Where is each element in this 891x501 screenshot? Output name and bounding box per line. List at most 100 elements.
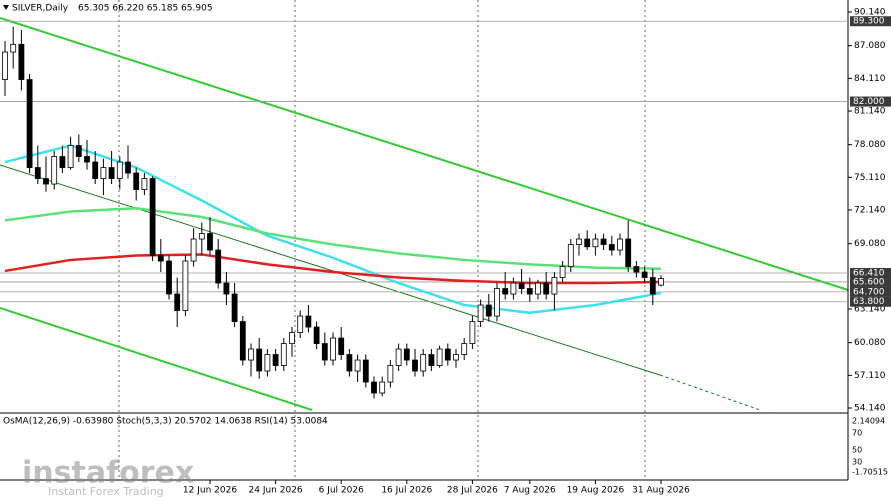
y-tick-label: 69.080: [854, 239, 886, 249]
level-label: 82.000: [853, 97, 885, 107]
ohlc-label: 65.305 66.220 65.185 65.905: [78, 4, 213, 14]
candle-body: [51, 156, 58, 185]
candle-body: [239, 321, 246, 361]
candle-body: [207, 233, 213, 251]
candle-body: [403, 348, 410, 361]
candle-body: [330, 337, 336, 361]
candle-body: [108, 167, 115, 179]
candle-body: [289, 332, 295, 344]
candle-body: [256, 348, 263, 372]
separators: [118, 0, 646, 480]
candle-body: [469, 321, 476, 344]
candle-body: [362, 359, 369, 383]
candle-body: [10, 43, 17, 53]
x-tick-label: 16 Jul 2026: [381, 486, 432, 496]
x-tick-label: 28 Jul 2026: [447, 486, 498, 496]
indicator-axis-label: 70: [852, 429, 862, 438]
candle-body: [477, 304, 484, 322]
candle-body: [43, 178, 49, 185]
symbol-label: SILVER,Daily: [12, 4, 69, 14]
candle-body: [428, 354, 435, 366]
candle-body: [502, 288, 509, 295]
candle-body: [600, 238, 607, 245]
candle-body: [2, 51, 8, 80]
y-tick-label: 54.140: [854, 404, 886, 414]
candle-body: [412, 359, 418, 372]
watermark: instaforex Instant Forex Trading: [22, 456, 194, 499]
moving-average: [4, 144, 662, 314]
candle-body: [223, 282, 230, 295]
x-tick-label: 7 Aug 2026: [504, 486, 556, 496]
candle-body: [510, 282, 517, 295]
candle-body: [444, 348, 451, 361]
candle-body: [59, 156, 66, 168]
y-tick-label: 63.140: [854, 305, 886, 315]
candle-body: [559, 266, 566, 278]
candle-body: [617, 238, 623, 251]
candle-body: [608, 244, 615, 251]
level-label-bg: [850, 16, 891, 27]
candle-body: [379, 381, 386, 394]
level-label: 63.800: [853, 297, 885, 307]
level-label-bg: [850, 96, 891, 107]
candle-body: [272, 354, 279, 366]
candle-body: [395, 348, 402, 366]
y-tick-label: 60.080: [854, 338, 886, 348]
candle-body: [576, 238, 582, 245]
candle-body: [649, 277, 656, 295]
candle-body: [84, 156, 90, 163]
candle-body: [641, 271, 648, 278]
candle-body: [141, 178, 148, 190]
candle-body: [182, 260, 189, 311]
candle-body: [149, 178, 156, 256]
indicator-axis-label: 30: [852, 458, 862, 467]
candle-body: [625, 238, 632, 267]
y-tick-label: 84.110: [854, 74, 886, 84]
candle-body: [313, 326, 320, 344]
level-label: 66.410: [853, 269, 885, 279]
y-tick-label: 90.140: [854, 8, 886, 18]
indicator-axis-label: -1.70515: [852, 468, 888, 477]
candle-body: [166, 260, 172, 295]
candle-body: [26, 79, 33, 168]
candle-body: [157, 255, 164, 262]
candle-body: [321, 343, 328, 361]
y-tick-label: 75.110: [854, 173, 886, 183]
level-label-bg: [850, 286, 891, 297]
level-label-bg: [850, 296, 891, 307]
candle-body: [198, 233, 205, 240]
candle-body: [215, 249, 222, 284]
candle-body: [264, 354, 271, 372]
candle-body: [174, 293, 181, 311]
candle-body: [453, 354, 459, 361]
candle-body: [248, 348, 254, 361]
x-tick-label: 6 Jul 2026: [319, 486, 364, 496]
level-label-bg: [850, 268, 891, 279]
candle-body: [543, 282, 550, 295]
candle-body: [518, 282, 525, 289]
candle-body: [133, 172, 140, 190]
candle-body: [280, 343, 287, 366]
candle-body: [436, 348, 443, 366]
trend-lines: [0, 17, 849, 411]
candle-body: [75, 145, 82, 157]
candle-body: [67, 145, 74, 168]
candle-body: [461, 343, 468, 355]
candle-body: [551, 277, 558, 295]
candle-body: [526, 288, 533, 295]
candle-body: [567, 244, 574, 267]
y-tick-label: 57.110: [854, 371, 886, 381]
candle-body: [190, 238, 197, 262]
candle-body: [338, 337, 345, 355]
watermark-tagline: Instant Forex Trading: [48, 485, 164, 498]
candle-body: [92, 161, 99, 179]
x-tick-label: 12 Jun 2026: [183, 486, 237, 496]
candle-body: [371, 381, 377, 394]
watermark-brand: instaforex: [22, 456, 194, 491]
candle-body: [305, 315, 312, 328]
y-tick-label: 87.080: [854, 41, 886, 51]
level-label: 64.700: [853, 287, 885, 297]
y-tick-label: 72.140: [854, 206, 886, 216]
